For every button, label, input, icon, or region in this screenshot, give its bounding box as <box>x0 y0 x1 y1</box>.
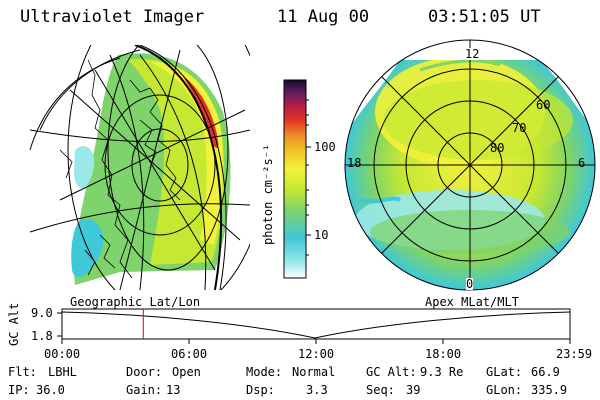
time-label: 03:51:05 UT <box>428 7 541 27</box>
limb-arc <box>134 45 223 290</box>
status-dsp-key: Dsp: <box>246 383 275 397</box>
coastlines <box>59 59 181 279</box>
timeline-tick-label: 12:00 <box>298 347 335 361</box>
status-ip-value: 36.0 <box>36 383 65 397</box>
timeline-tick-label: 23:59 <box>556 347 593 361</box>
status-gcalt-value: 9.3 Re <box>420 365 464 379</box>
status-gain-key: Gain: <box>126 383 163 397</box>
timeline-tick-label: 18:00 <box>425 347 462 361</box>
status-door-key: Door: <box>126 365 163 379</box>
status-gcalt-key: GC Alt: <box>366 365 417 379</box>
status-mode-value: Normal <box>292 365 336 379</box>
status-filter-key: Flt: <box>8 365 37 379</box>
colorbar-tick-label: 100 <box>314 140 336 154</box>
date-label: 11 Aug 00 <box>277 7 370 27</box>
status-filter-value: LBHL <box>48 365 77 379</box>
mlat-label-60: 60 <box>536 98 551 112</box>
timeline-ticks <box>57 312 571 344</box>
mlt-label-12: 12 <box>465 47 480 61</box>
status-door-value: Open <box>172 365 201 379</box>
left-panel-label: Geographic Lat/Lon <box>70 295 201 309</box>
mlt-label-6: 6 <box>578 156 586 170</box>
mlt-label-0: 0 <box>466 277 474 291</box>
status-glat-key: GLat: <box>486 365 523 379</box>
status-glon-key: GLon: <box>486 383 523 397</box>
auroral-peak <box>182 75 219 149</box>
colorbar-tick-label: 10 <box>314 228 329 242</box>
timeline-y-top: 9.0 <box>31 306 53 320</box>
status-mode-key: Mode: <box>246 365 283 379</box>
status-glat-value: 66.9 <box>531 365 560 379</box>
mlat-label-80: 80 <box>490 141 505 155</box>
mlt-label-18: 18 <box>347 156 362 170</box>
geographic-image <box>29 45 250 290</box>
mlt-dial <box>344 39 596 291</box>
right-panel-label: Apex MLat/MLT <box>425 295 519 309</box>
status-glon-value: 335.9 <box>531 383 568 397</box>
status-dsp-value: 3.3 <box>306 383 328 397</box>
timeline-ylabel: GC Alt <box>7 302 21 346</box>
altitude-timeline <box>57 308 571 344</box>
colorbar-ticks <box>306 99 311 256</box>
colorbar <box>283 79 307 279</box>
altitude-curve <box>61 311 571 339</box>
timeline-tick-label: 06:00 <box>171 347 208 361</box>
status-gain-value: 13 <box>166 383 181 397</box>
timeline-tick-label: 00:00 <box>44 347 81 361</box>
status-ip-key: IP: <box>8 383 30 397</box>
globe-outline <box>39 49 141 131</box>
mlat-label-70: 70 <box>512 121 527 135</box>
status-seq-value: 39 <box>406 383 421 397</box>
status-seq-key: Seq: <box>366 383 395 397</box>
instrument-title: Ultraviolet Imager <box>20 7 205 27</box>
timeline-y-bottom: 1.8 <box>31 329 53 343</box>
colorbar-units-label: photon cm⁻²s⁻¹ <box>261 143 275 245</box>
